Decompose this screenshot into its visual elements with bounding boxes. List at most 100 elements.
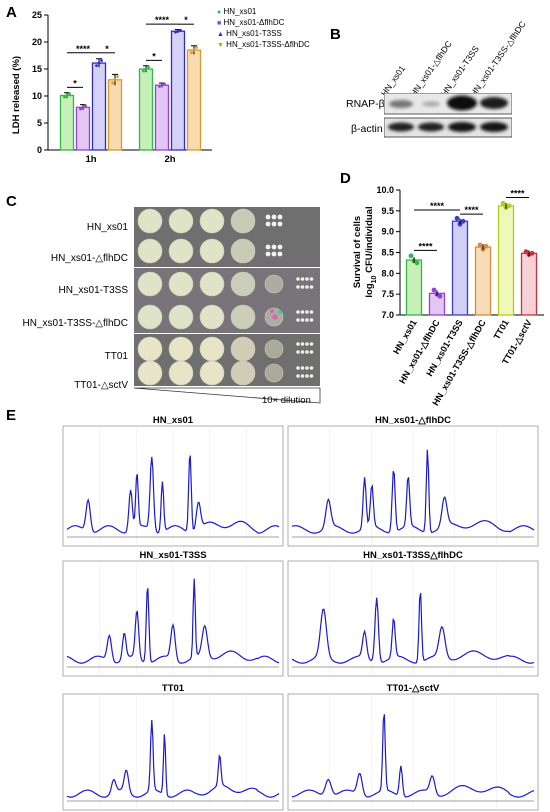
colony xyxy=(265,251,271,257)
chromatogram-trace xyxy=(66,719,280,798)
data-point xyxy=(144,67,148,71)
colony xyxy=(271,221,277,227)
colony xyxy=(277,251,283,257)
dilution-label: 10× dilution xyxy=(262,395,311,406)
colony-spot xyxy=(199,336,225,362)
data-point xyxy=(408,253,414,259)
colony-spot xyxy=(230,304,256,330)
colony xyxy=(296,374,300,378)
bar xyxy=(474,246,492,316)
dilution-wedge xyxy=(133,387,321,404)
legend-square-marker: ■ xyxy=(217,20,222,27)
blot-band xyxy=(480,97,508,109)
colony xyxy=(305,277,309,281)
colony xyxy=(309,342,314,346)
colony-spot xyxy=(137,336,163,362)
data-point xyxy=(163,82,166,86)
data-point xyxy=(192,48,196,52)
agar-plate xyxy=(134,268,320,333)
legend-label: HN_xs01 xyxy=(223,7,257,16)
data-point xyxy=(431,287,437,293)
data-point xyxy=(506,203,512,209)
panel-label-a: A xyxy=(6,4,17,21)
colony-spot xyxy=(137,208,163,234)
colony xyxy=(300,318,305,322)
colony xyxy=(300,285,305,289)
data-point xyxy=(500,200,506,206)
blot-band xyxy=(389,100,413,108)
data-point xyxy=(437,293,443,299)
colony xyxy=(265,244,271,250)
colony-spot xyxy=(230,271,256,297)
chromatogram-trace xyxy=(291,714,535,798)
colony xyxy=(271,251,277,257)
colony xyxy=(305,318,309,322)
colony xyxy=(305,366,309,370)
significance-label: **** xyxy=(430,201,445,211)
plate-strain-label: TT01-△sctV xyxy=(74,380,128,391)
colony-spot xyxy=(199,360,225,386)
data-point xyxy=(116,75,119,78)
colony xyxy=(305,285,309,289)
y-tick-label: 10.0 xyxy=(376,185,394,195)
bar xyxy=(497,205,515,316)
y-tick-label: 0 xyxy=(37,145,42,155)
y-tick-label: 8.5 xyxy=(381,248,394,258)
significance-label: * xyxy=(105,44,109,54)
plate-strain-label: HN_xs01 xyxy=(86,222,128,233)
y-tick-label: 9.0 xyxy=(381,227,394,237)
colony xyxy=(309,318,314,322)
chromatogram-titles: HN_xs01 HN_xs01-△flhDC HN_xs01-T3SS HN_x… xyxy=(0,410,550,812)
bar xyxy=(59,94,75,151)
ldh-category-1h: 1h xyxy=(85,154,96,165)
colony-spot xyxy=(230,208,256,234)
data-point xyxy=(195,46,198,49)
chromatogram-title: HN_xs01 xyxy=(152,415,194,426)
blot-band xyxy=(388,122,414,132)
blot-band xyxy=(418,122,444,132)
spot-assay-plates xyxy=(133,207,321,404)
significance-label: **** xyxy=(510,189,525,199)
colony xyxy=(309,366,314,370)
legend-triangle-down-marker: ▼ xyxy=(217,42,224,49)
colony-spot xyxy=(199,208,225,234)
bar xyxy=(138,68,154,151)
data-point xyxy=(142,69,145,73)
data-point xyxy=(523,249,529,255)
y-tick-label: 15 xyxy=(32,64,42,74)
colony xyxy=(278,310,282,314)
chromatogram-grid xyxy=(62,425,539,811)
panel-label-d: D xyxy=(340,170,351,187)
y-tick-label: 25 xyxy=(32,10,42,20)
colony xyxy=(265,221,271,227)
agar-plate xyxy=(134,207,320,267)
colony xyxy=(271,244,277,250)
chromatogram-title: TT01-△sctV xyxy=(386,683,440,694)
colony xyxy=(277,244,283,250)
colony xyxy=(296,277,300,281)
bar xyxy=(405,259,423,316)
bar xyxy=(186,49,202,151)
data-point xyxy=(414,260,420,266)
data-point xyxy=(113,78,117,82)
colony-spot xyxy=(137,304,163,330)
significance-label: * xyxy=(184,15,188,25)
colony-spot xyxy=(137,238,163,264)
colony-spot xyxy=(168,336,194,362)
data-point xyxy=(190,51,193,55)
colony xyxy=(309,277,314,281)
chromatogram-title: HN_xs01-T3SS△flhDC xyxy=(363,550,463,561)
data-point xyxy=(68,92,71,96)
plate-strain-label: TT01 xyxy=(104,351,128,362)
chromatogram-title: HN_xs01-△flhDC xyxy=(375,415,451,426)
legend-label: HN_xs01-T3SS-ΔflhDC xyxy=(226,40,310,49)
data-point xyxy=(100,59,103,62)
blot-lane-label: HN_xs01-T3SS-△flhDC xyxy=(467,19,528,99)
colony-spot xyxy=(199,238,225,264)
data-point xyxy=(81,105,85,109)
colony xyxy=(277,221,283,227)
bar xyxy=(75,106,91,151)
y-tick-label: 7.0 xyxy=(381,310,394,320)
y-tick-label: 9.5 xyxy=(381,206,394,216)
chromatogram-trace xyxy=(66,578,280,664)
